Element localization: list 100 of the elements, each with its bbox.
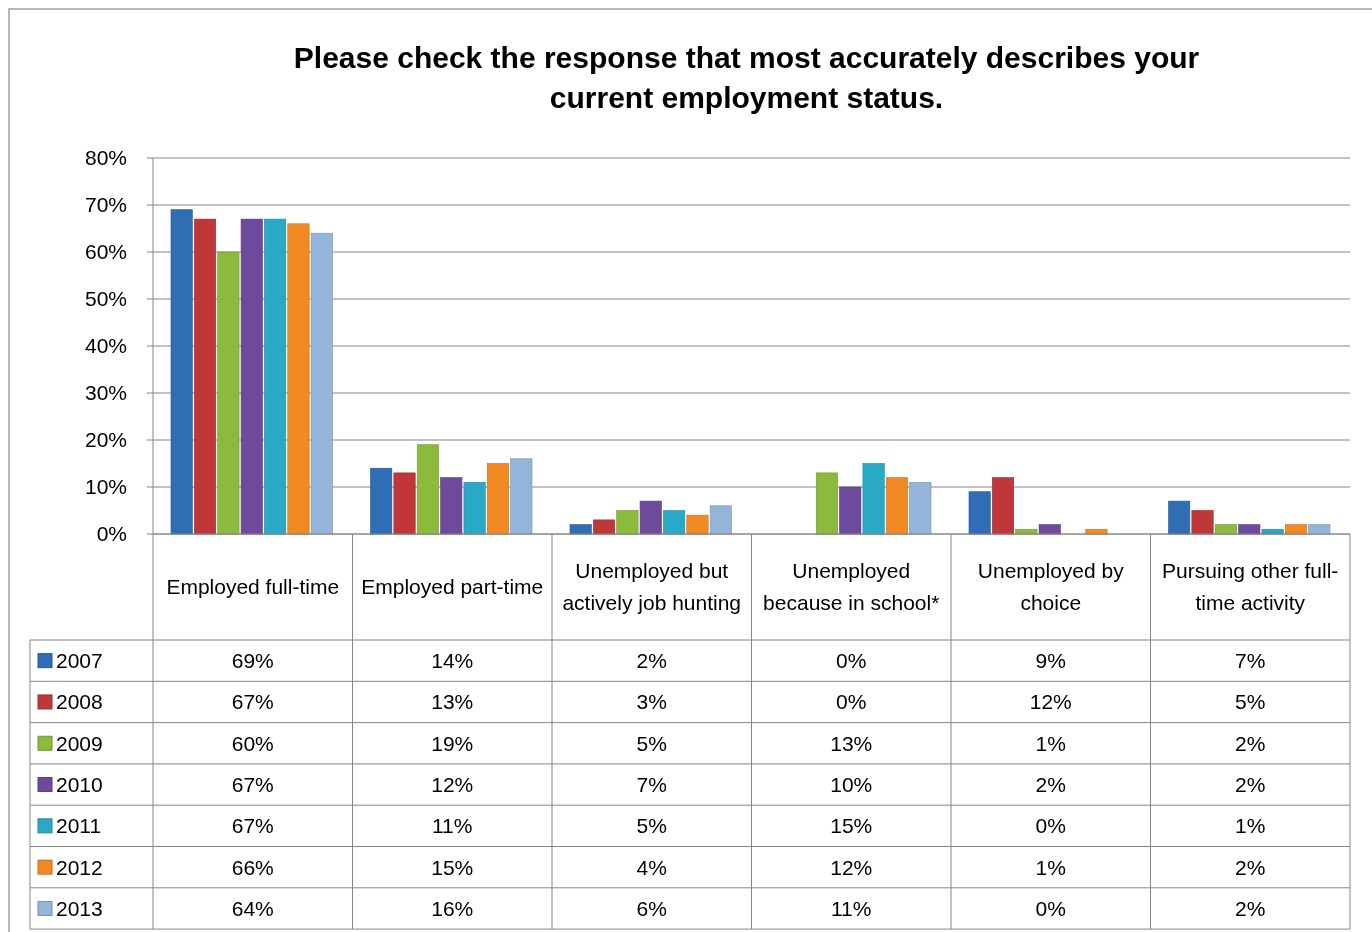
bar [839, 486, 862, 535]
bar [194, 218, 217, 535]
bar [170, 209, 193, 535]
bar [217, 251, 240, 535]
data-label: 1% [1235, 814, 1266, 838]
bar [593, 519, 616, 535]
data-label: 13% [830, 731, 873, 755]
data-label: 6% [636, 896, 667, 920]
data-label: 4% [636, 855, 667, 879]
y-tick-label: 30% [84, 381, 127, 405]
bar [440, 477, 463, 535]
data-label: 19% [431, 731, 474, 755]
legend-label: 2010 [56, 772, 103, 796]
x-tick-label: Unemployed but actively job hunting [562, 559, 742, 614]
bar [709, 505, 732, 535]
data-label: 12% [431, 772, 474, 796]
data-label: 67% [231, 814, 274, 838]
bar [1284, 524, 1307, 535]
legend-label: 2008 [56, 690, 103, 714]
data-label: 13% [431, 690, 474, 714]
data-label: 3% [636, 690, 667, 714]
bar [1191, 510, 1214, 535]
data-label: 5% [636, 814, 667, 838]
data-label: 2% [1235, 772, 1266, 796]
y-tick-label: 10% [84, 475, 127, 499]
bar [909, 482, 932, 535]
data-label: 5% [1235, 690, 1266, 714]
x-tick-label: Pursuing other full-time activity [1162, 559, 1339, 614]
data-label: 11% [831, 896, 872, 920]
y-tick-label: 60% [84, 240, 127, 264]
data-label: 0% [836, 649, 867, 672]
data-label: 16% [431, 896, 474, 920]
bar [663, 510, 686, 535]
bar [240, 218, 263, 535]
data-label: 0% [1035, 814, 1066, 838]
bar [992, 477, 1015, 535]
bar [463, 482, 486, 535]
bar [486, 463, 509, 535]
y-tick-label: 50% [84, 287, 127, 311]
data-label: 5% [636, 731, 667, 755]
data-label: 2% [1235, 731, 1266, 755]
y-tick-label: 0% [96, 522, 127, 546]
bar [1238, 524, 1261, 535]
data-label: 1% [1035, 855, 1066, 879]
y-tick-label: 80% [84, 146, 127, 170]
x-tick-label: Employed part-time [361, 575, 544, 598]
bar [686, 514, 709, 535]
bar [1308, 524, 1331, 535]
data-label: 7% [1235, 649, 1266, 672]
data-label: 2% [1235, 896, 1266, 920]
chart-title: Please check the response that most accurately describes your current employment status. [293, 41, 1200, 114]
bar [370, 467, 393, 535]
bar [862, 463, 885, 535]
legend-label: 2013 [56, 896, 103, 920]
data-label: 66% [231, 855, 274, 879]
data-label: 67% [231, 690, 274, 714]
bar [815, 472, 838, 535]
data-label: 15% [431, 855, 474, 879]
data-label: 12% [1029, 690, 1072, 714]
data-label: 2% [636, 649, 667, 672]
x-tick-label: Unemployed because in school* [763, 559, 940, 614]
bar [1168, 500, 1191, 535]
legend-label: 2009 [56, 731, 103, 755]
data-label: 67% [231, 772, 274, 796]
bar [287, 223, 310, 535]
data-label: 64% [231, 896, 274, 920]
bar [510, 458, 533, 535]
bar [885, 477, 908, 535]
data-label: 7% [636, 772, 667, 796]
bar [416, 444, 439, 535]
bar [569, 524, 592, 535]
data-label: 10% [830, 772, 873, 796]
bar [639, 500, 662, 535]
legend-label: 2007 [56, 649, 103, 672]
data-label: 60% [231, 731, 274, 755]
legend-label: 2012 [56, 855, 103, 879]
data-label: 2% [1035, 772, 1066, 796]
y-tick-label: 20% [84, 428, 127, 452]
data-label: 1% [1035, 731, 1066, 755]
bar [264, 218, 287, 535]
data-label: 14% [431, 649, 474, 672]
x-tick-label: Employed full-time [166, 575, 340, 598]
data-label: 69% [231, 649, 274, 672]
bar [968, 491, 991, 535]
data-label: 9% [1035, 649, 1066, 672]
x-tick-label: Unemployed by choice [977, 559, 1125, 614]
data-label: 11% [432, 814, 473, 838]
bar [616, 510, 639, 535]
y-tick-label: 70% [84, 193, 127, 217]
data-label: 12% [830, 855, 873, 879]
data-label: 0% [836, 690, 867, 714]
y-tick-label: 40% [84, 334, 127, 358]
bar [1038, 524, 1061, 535]
bar [310, 232, 333, 535]
bar [393, 472, 416, 535]
data-label: 0% [1035, 896, 1066, 920]
data-label: 2% [1235, 855, 1266, 879]
legend-label: 2011 [56, 814, 102, 838]
data-label: 15% [830, 814, 873, 838]
bar [1214, 524, 1237, 535]
